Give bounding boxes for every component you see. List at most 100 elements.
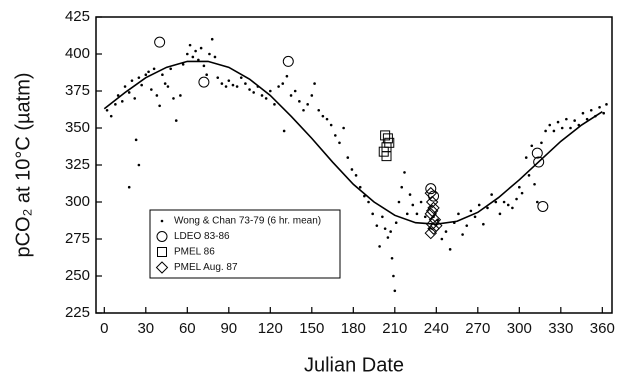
point (515, 197, 518, 201)
legend-label: Wong & Chan 73-79 (6 hr. mean) (174, 216, 321, 227)
point (552, 129, 556, 133)
point (415, 212, 419, 216)
x-tick-label: 90 (220, 320, 237, 337)
point (289, 94, 293, 97)
point (293, 89, 297, 93)
point (161, 73, 164, 77)
legend-marker (160, 219, 164, 223)
point (244, 82, 247, 85)
y-tick-label: 275 (65, 230, 90, 247)
point (477, 203, 481, 207)
point (235, 85, 239, 88)
point (457, 212, 460, 216)
point (560, 126, 564, 130)
point (530, 144, 534, 148)
point (394, 221, 398, 225)
point (298, 100, 301, 103)
legend-label: PMEL 86 (174, 247, 215, 258)
point (248, 88, 251, 91)
point (224, 85, 228, 88)
point (325, 117, 329, 121)
point (216, 76, 220, 79)
legend-label: PMEL Aug. 87 (174, 262, 238, 273)
point (144, 73, 148, 77)
point (425, 195, 439, 209)
point (116, 94, 120, 97)
point (127, 185, 131, 189)
point (556, 120, 560, 124)
point (424, 226, 437, 240)
point (544, 129, 547, 133)
point (533, 182, 536, 186)
point (154, 36, 166, 48)
x-tick-label: 360 (590, 320, 615, 337)
point (317, 108, 321, 112)
point (527, 174, 531, 177)
point (163, 82, 167, 85)
point (306, 103, 309, 106)
point (589, 108, 593, 112)
point (210, 37, 214, 41)
point (535, 200, 539, 204)
point (469, 209, 473, 213)
point (281, 82, 285, 85)
y-tick-label: 300 (65, 193, 90, 210)
point (531, 147, 543, 159)
point (227, 79, 231, 82)
point (419, 200, 423, 204)
x-tick-label: 60 (179, 320, 196, 337)
point (363, 194, 366, 198)
point (540, 141, 543, 145)
point (285, 74, 289, 78)
point (346, 156, 350, 159)
point (383, 227, 387, 230)
point (375, 224, 379, 227)
point (354, 174, 358, 177)
point (329, 123, 333, 127)
x-tick-label: 0 (100, 320, 108, 337)
x-tick-label: 300 (507, 320, 532, 337)
point (169, 67, 173, 71)
point (494, 200, 498, 204)
point (152, 67, 156, 71)
point (239, 76, 243, 79)
point (389, 230, 392, 233)
point (213, 55, 217, 59)
point (605, 103, 608, 106)
point (378, 245, 381, 248)
point (277, 85, 280, 88)
y-tick-label: 400 (65, 45, 90, 62)
point (428, 213, 442, 226)
point (137, 76, 141, 79)
point (358, 185, 362, 189)
point (537, 200, 549, 212)
point (392, 274, 395, 278)
point (498, 212, 502, 216)
point (338, 141, 341, 145)
point (425, 217, 439, 231)
x-axis-title: Julian Date (304, 354, 404, 376)
point (105, 108, 109, 112)
legend-box (149, 209, 341, 279)
point (313, 82, 316, 85)
point (465, 224, 469, 227)
point (386, 236, 390, 239)
point (506, 203, 510, 207)
point (581, 111, 585, 115)
point (565, 117, 568, 121)
point (524, 156, 528, 159)
point (172, 97, 175, 100)
point (137, 163, 141, 167)
point (405, 212, 409, 216)
point (473, 215, 477, 219)
point (302, 108, 305, 112)
point (282, 55, 294, 67)
legend-marker (157, 247, 167, 257)
point (321, 114, 325, 118)
point (205, 73, 208, 77)
point (367, 200, 370, 204)
fit-curve (103, 60, 603, 226)
point (310, 94, 314, 97)
y-tick-label: 350 (65, 119, 90, 136)
